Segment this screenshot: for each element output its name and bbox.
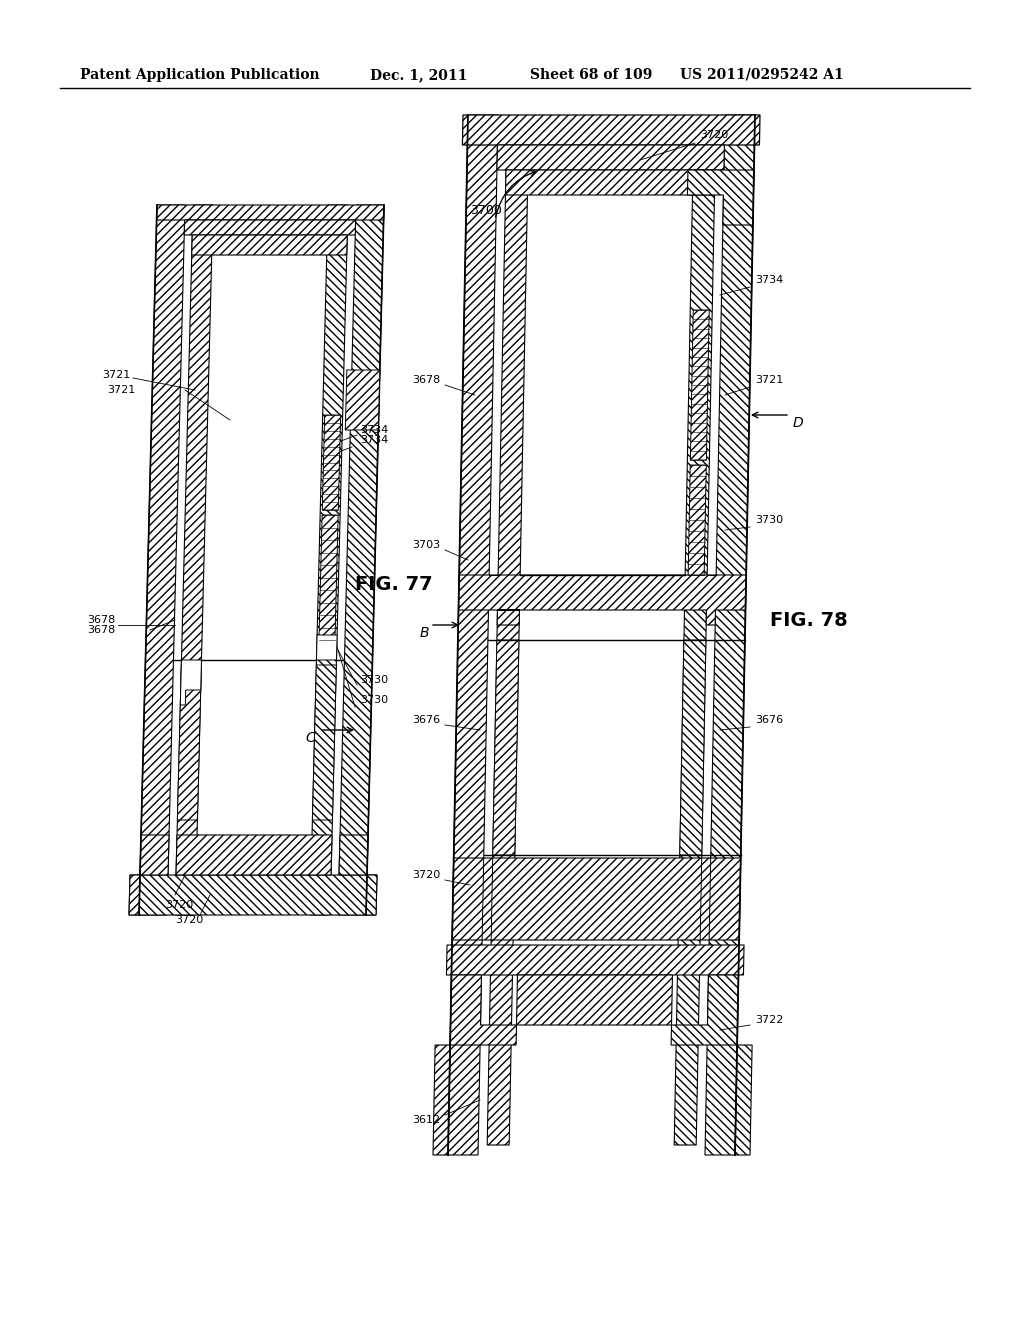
Polygon shape xyxy=(345,370,380,430)
Polygon shape xyxy=(497,145,724,170)
Text: 3721: 3721 xyxy=(755,375,783,385)
Text: 3720: 3720 xyxy=(412,870,440,880)
Polygon shape xyxy=(177,665,202,820)
Text: FIG. 78: FIG. 78 xyxy=(770,610,848,630)
Text: 3722: 3722 xyxy=(755,1015,783,1026)
Text: 3734: 3734 xyxy=(360,425,388,436)
Polygon shape xyxy=(180,660,202,705)
Polygon shape xyxy=(176,836,332,875)
Text: 3720: 3720 xyxy=(175,915,203,925)
Polygon shape xyxy=(433,975,516,1155)
Text: Sheet 68 of 109: Sheet 68 of 109 xyxy=(530,69,652,82)
Text: 3676: 3676 xyxy=(412,715,440,725)
Polygon shape xyxy=(688,465,707,576)
Polygon shape xyxy=(318,515,338,640)
Polygon shape xyxy=(339,836,377,915)
Text: 3676: 3676 xyxy=(755,715,783,725)
Polygon shape xyxy=(487,125,528,1144)
Polygon shape xyxy=(449,115,498,1155)
Polygon shape xyxy=(705,115,755,1155)
Polygon shape xyxy=(516,975,673,1026)
Text: 3734: 3734 xyxy=(360,436,388,445)
Polygon shape xyxy=(310,205,348,915)
Polygon shape xyxy=(129,875,377,915)
Text: 3703: 3703 xyxy=(412,540,440,550)
Text: 3678: 3678 xyxy=(412,375,440,385)
Polygon shape xyxy=(453,858,740,940)
Polygon shape xyxy=(493,640,519,855)
Text: 3734: 3734 xyxy=(755,275,783,285)
Polygon shape xyxy=(157,205,384,220)
Polygon shape xyxy=(690,310,710,459)
Polygon shape xyxy=(129,836,169,915)
Polygon shape xyxy=(687,170,754,224)
Polygon shape xyxy=(463,115,760,145)
Polygon shape xyxy=(316,635,337,660)
Text: 3721: 3721 xyxy=(101,370,130,380)
Polygon shape xyxy=(323,414,341,510)
Polygon shape xyxy=(446,945,744,975)
Polygon shape xyxy=(191,235,347,255)
Text: 3678: 3678 xyxy=(87,624,115,635)
Text: B: B xyxy=(420,626,429,640)
Text: FIG. 77: FIG. 77 xyxy=(355,576,432,594)
Text: 3678: 3678 xyxy=(87,615,115,624)
Text: 3730: 3730 xyxy=(360,696,388,705)
Text: 3720: 3720 xyxy=(700,129,728,140)
Text: 3730: 3730 xyxy=(360,675,388,685)
Polygon shape xyxy=(175,205,213,915)
Polygon shape xyxy=(506,170,715,195)
Polygon shape xyxy=(674,125,716,1144)
Text: Patent Application Publication: Patent Application Publication xyxy=(80,69,319,82)
Polygon shape xyxy=(312,665,336,820)
Text: D: D xyxy=(793,416,804,430)
Text: 3720: 3720 xyxy=(165,900,194,909)
Text: 3700: 3700 xyxy=(470,203,502,216)
Polygon shape xyxy=(184,220,355,235)
Text: 3612: 3612 xyxy=(412,1115,440,1125)
Text: C: C xyxy=(305,731,314,744)
Polygon shape xyxy=(459,576,746,624)
Text: Dec. 1, 2011: Dec. 1, 2011 xyxy=(370,69,467,82)
Text: 3730: 3730 xyxy=(755,515,783,525)
Text: 3721: 3721 xyxy=(106,385,135,395)
Polygon shape xyxy=(680,640,706,855)
Polygon shape xyxy=(671,975,752,1155)
Polygon shape xyxy=(338,205,384,915)
Text: US 2011/0295242 A1: US 2011/0295242 A1 xyxy=(680,69,844,82)
Polygon shape xyxy=(139,205,185,915)
